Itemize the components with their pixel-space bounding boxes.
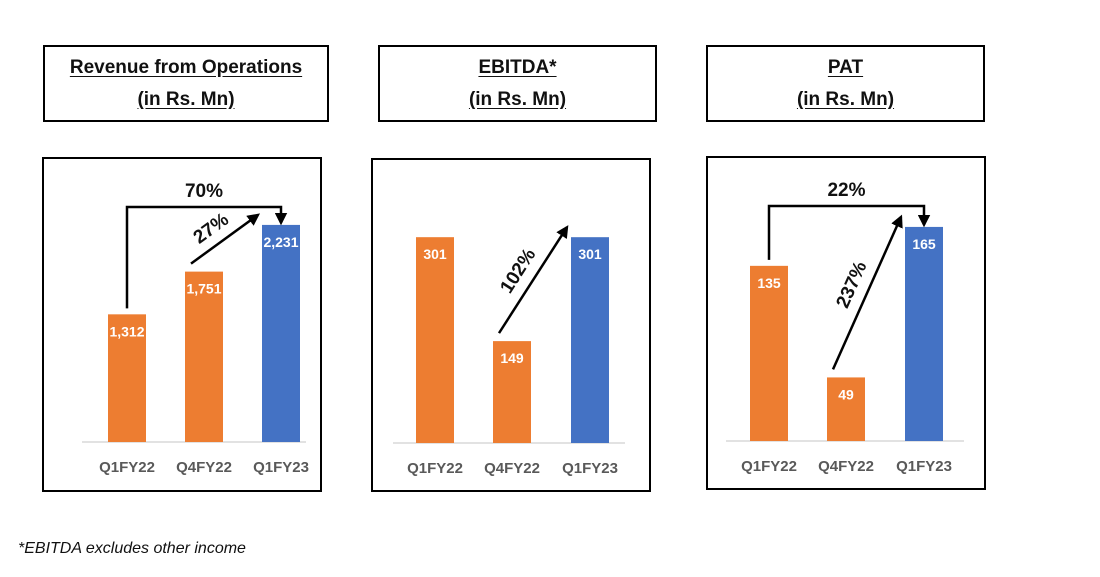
growth-label-qoq: 237%: [832, 258, 871, 311]
bar-q1fy23: [571, 237, 609, 443]
revenue-title: Revenue from Operations: [69, 56, 303, 78]
growth-diagonal-arrow: [831, 214, 903, 370]
bar-value-label: 301: [423, 246, 447, 262]
bar-value-label: 2,231: [263, 234, 298, 250]
pat-title: PAT: [827, 56, 864, 78]
bar-value-label: 149: [500, 350, 524, 366]
category-label: Q1FY22: [741, 458, 797, 475]
growth-diagonal-arrow: [497, 225, 569, 334]
bar-q1fy22: [416, 237, 454, 443]
revenue-title-box: Revenue from Operations (in Rs. Mn): [43, 45, 329, 122]
revenue-unit: (in Rs. Mn): [137, 88, 235, 110]
ebitda-chart: 301 Q1FY22 149 Q4FY22 301 Q1FY23 102%: [371, 158, 651, 492]
ebitda-chart-svg: 301 Q1FY22 149 Q4FY22 301 Q1FY23 102%: [393, 225, 625, 477]
growth-label-yoy: 70%: [185, 181, 223, 202]
category-label: Q1FY23: [253, 459, 309, 476]
ebitda-unit: (in Rs. Mn): [468, 88, 567, 110]
growth-diagonal-arrow: [190, 213, 261, 265]
growth-label-qoq: 102%: [496, 245, 540, 297]
revenue-chart: 1,312 Q1FY22 1,751 Q4FY22 2,231 Q1FY23 70% 27%: [42, 157, 322, 492]
bar-value-label: 135: [757, 275, 781, 291]
bar-q4fy22: [185, 271, 223, 442]
category-label: Q4FY22: [484, 460, 540, 477]
category-label: Q1FY23: [562, 460, 618, 477]
pat-title-box: PAT (in Rs. Mn): [706, 45, 985, 122]
bar-value-label: 1,312: [109, 323, 144, 339]
bar-value-label: 165: [912, 236, 936, 252]
category-label: Q1FY22: [407, 460, 463, 477]
growth-label-yoy: 22%: [827, 180, 865, 201]
pat-unit: (in Rs. Mn): [796, 88, 895, 110]
pat-chart-svg: 135 Q1FY22 49 Q4FY22 165 Q1FY23 22% 237%: [726, 180, 964, 475]
bar-value-label: 49: [838, 386, 854, 402]
growth-bracket-arrow: [767, 204, 931, 260]
bar-q1fy22: [108, 314, 146, 442]
bar-value-label: 1,751: [186, 281, 221, 297]
category-label: Q4FY22: [176, 459, 232, 476]
bar-q1fy23: [262, 224, 300, 442]
revenue-chart-svg: 1,312 Q1FY22 1,751 Q4FY22 2,231 Q1FY23 70% 27%: [82, 181, 309, 476]
bar-q1fy23: [905, 226, 943, 441]
category-label: Q1FY23: [896, 458, 952, 475]
ebitda-title: EBITDA*: [478, 56, 557, 78]
pat-chart: 135 Q1FY22 49 Q4FY22 165 Q1FY23 22% 237%: [706, 156, 986, 490]
growth-label-qoq: 27%: [190, 209, 233, 248]
footnote: *EBITDA excludes other income: [18, 540, 246, 557]
bar-q4fy22: [493, 341, 531, 443]
category-label: Q1FY22: [99, 459, 155, 476]
growth-bracket-arrow: [125, 205, 288, 309]
bar-value-label: 301: [578, 246, 602, 262]
bar-q4fy22: [827, 377, 865, 441]
ebitda-title-box: EBITDA* (in Rs. Mn): [378, 45, 657, 122]
bar-q1fy22: [750, 265, 788, 441]
category-label: Q4FY22: [818, 458, 874, 475]
